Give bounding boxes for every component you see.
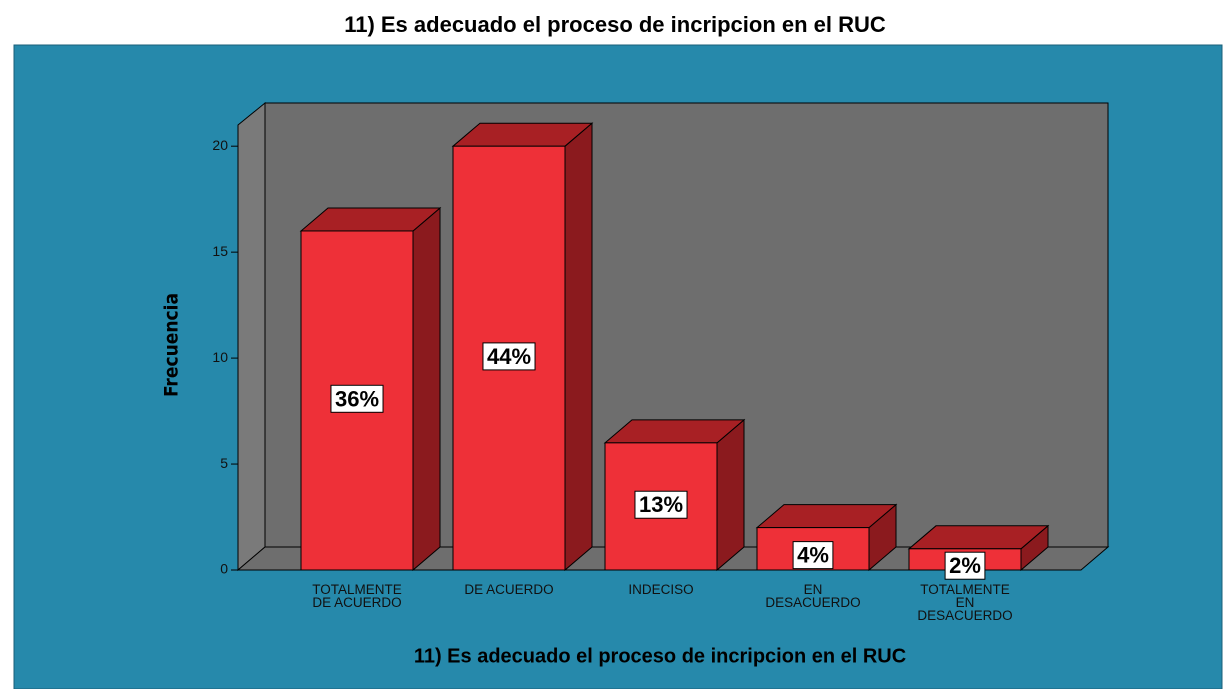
bar	[299, 206, 442, 572]
bar	[451, 122, 594, 572]
y-tick-label: 15	[212, 243, 228, 259]
y-tick-label: 20	[212, 137, 228, 153]
bar-front	[300, 230, 414, 571]
y-axis-label: Frecuencia	[161, 293, 183, 397]
bar-side	[716, 418, 745, 572]
data-label: 13%	[639, 492, 683, 517]
x-tick-label: EN DESACUERDO	[765, 582, 860, 610]
bar-side	[412, 206, 441, 572]
x-tick-label: TOTALMENTE EN DESACUERDO	[917, 582, 1012, 623]
x-tick-label: DE ACUERDO	[464, 582, 553, 597]
data-label: 36%	[335, 386, 379, 411]
y-tick-label: 0	[220, 561, 228, 577]
bar	[603, 418, 746, 572]
chart-title: 11) Es adecuado el proceso de incripcion…	[344, 12, 886, 37]
x-tick-label: INDECISO	[628, 582, 693, 597]
x-tick-label: TOTALMENTE DE ACUERDO	[312, 582, 402, 610]
data-label-box	[944, 551, 986, 580]
bar-side	[564, 122, 593, 572]
data-label-box	[792, 541, 834, 570]
y-tick-label: 10	[212, 349, 228, 365]
side-wall	[237, 101, 266, 572]
data-label: 2%	[949, 553, 981, 578]
data-label: 4%	[797, 543, 829, 568]
data-label: 44%	[487, 344, 531, 369]
y-tick-label: 5	[220, 455, 228, 471]
data-label-box	[330, 384, 384, 413]
data-label-box	[482, 342, 536, 371]
x-axis-label: 11) Es adecuado el proceso de incripcion…	[414, 645, 906, 667]
data-label-box	[634, 490, 688, 519]
